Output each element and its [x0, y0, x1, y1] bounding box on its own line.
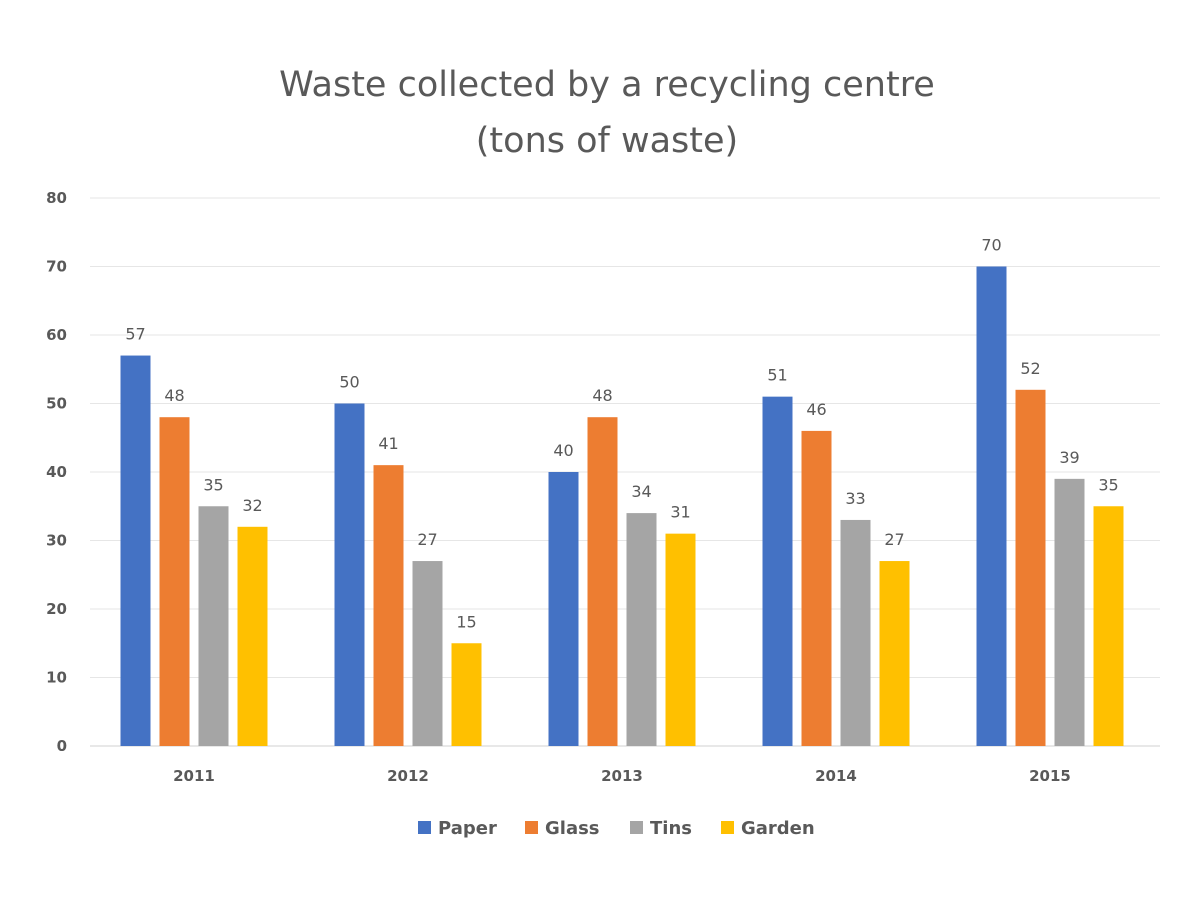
glass-legend-swatch [525, 821, 538, 834]
y-axis-ticks: 0 10 20 30 40 50 60 70 80 [46, 189, 67, 755]
bar-paper-2015 [976, 266, 1007, 746]
x-tick-label: 2011 [173, 767, 215, 785]
bar-glass-2015 [1015, 389, 1046, 746]
y-tick-label: 20 [46, 600, 67, 618]
bar-garden-2012 [451, 643, 482, 746]
garden-legend-swatch [721, 821, 734, 834]
tins-legend-label: Tins [650, 818, 692, 839]
bar-glass-2013 [587, 417, 618, 746]
gridlines [90, 197, 1160, 747]
data-label: 27 [884, 530, 904, 549]
paper-legend-swatch [418, 821, 431, 834]
chart-title: Waste collected by a recycling centre [279, 65, 935, 105]
y-tick-label: 30 [46, 532, 67, 550]
data-label: 35 [203, 475, 223, 494]
data-label: 39 [1059, 448, 1079, 467]
chart-subtitle: (tons of waste) [476, 121, 738, 161]
bar-tins-2011 [198, 506, 229, 746]
data-label: 31 [670, 503, 690, 522]
legend: Paper Glass Tins Garden [418, 818, 815, 839]
data-label: 51 [767, 366, 787, 385]
x-axis-ticks: 2011 2012 2013 2014 2015 [173, 767, 1071, 785]
bar-glass-2014 [801, 430, 832, 746]
y-tick-label: 40 [46, 463, 67, 481]
bar-garden-2015 [1093, 506, 1124, 746]
y-tick-label: 60 [46, 326, 67, 344]
glass-legend-label: Glass [545, 818, 600, 839]
y-tick-label: 50 [46, 395, 67, 413]
data-label: 35 [1098, 475, 1118, 494]
data-label: 48 [164, 386, 184, 405]
bars: 57 48 35 32 50 41 27 15 40 48 34 31 51 46 33 27 70 52 39 35 [120, 236, 1124, 746]
bar-garden-2014 [879, 561, 910, 746]
bar-garden-2011 [237, 526, 268, 746]
bar-paper-2013 [548, 472, 579, 746]
bar-tins-2012 [412, 561, 443, 746]
x-tick-label: 2015 [1029, 767, 1071, 785]
data-label: 46 [806, 400, 826, 419]
bar-paper-2012 [334, 403, 365, 746]
data-label: 40 [553, 441, 573, 460]
data-label: 70 [981, 236, 1001, 255]
y-tick-label: 70 [46, 258, 67, 276]
data-label: 33 [845, 489, 865, 508]
paper-legend-label: Paper [438, 818, 497, 839]
data-label: 15 [456, 612, 476, 631]
tins-legend-swatch [630, 821, 643, 834]
garden-legend-label: Garden [741, 818, 815, 839]
bar-tins-2015 [1054, 478, 1085, 746]
data-label: 27 [417, 530, 437, 549]
data-label: 32 [242, 496, 262, 515]
bar-paper-2014 [762, 396, 793, 746]
data-label: 41 [378, 434, 398, 453]
x-tick-label: 2014 [815, 767, 857, 785]
x-tick-label: 2012 [387, 767, 429, 785]
y-tick-label: 80 [46, 189, 67, 207]
y-tick-label: 0 [57, 737, 67, 755]
y-tick-label: 10 [46, 669, 67, 687]
data-label: 50 [339, 373, 359, 392]
data-label: 57 [125, 325, 145, 344]
data-label: 34 [631, 482, 651, 501]
bar-paper-2011 [120, 355, 151, 746]
bar-tins-2013 [626, 513, 657, 746]
bar-garden-2013 [665, 533, 696, 746]
data-label: 52 [1020, 359, 1040, 378]
x-tick-label: 2013 [601, 767, 643, 785]
bar-tins-2014 [840, 519, 871, 746]
data-label: 48 [592, 386, 612, 405]
bar-glass-2011 [159, 417, 190, 746]
bar-glass-2012 [373, 465, 404, 746]
